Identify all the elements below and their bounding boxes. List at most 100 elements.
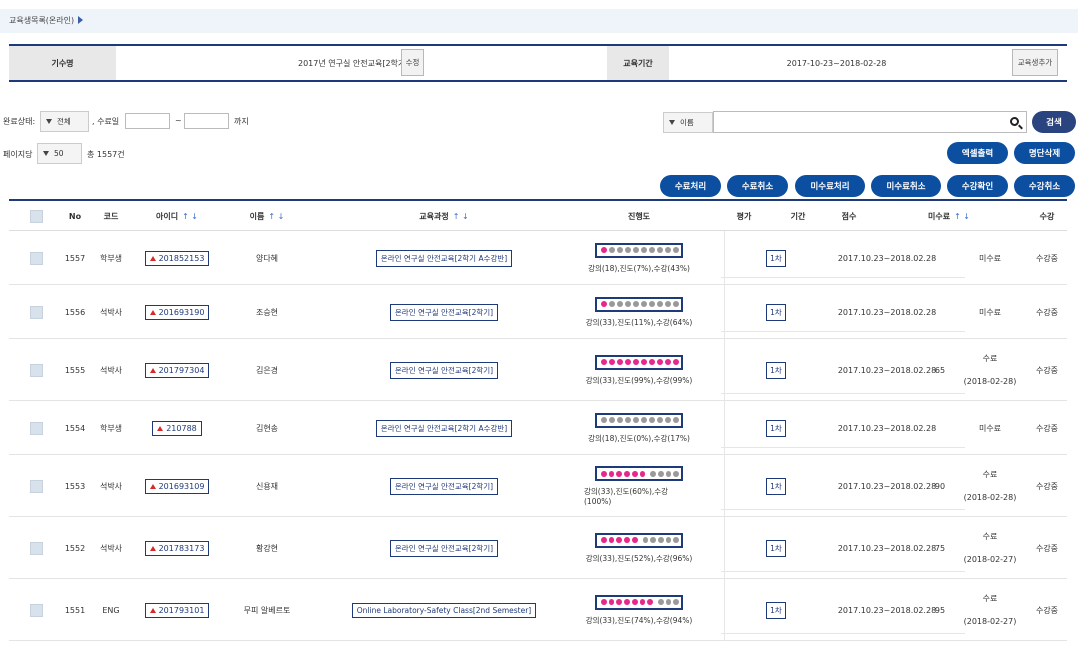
batch-label: 기수명 <box>9 46 116 80</box>
progress-dot <box>601 247 607 253</box>
progress-dot <box>624 537 630 543</box>
enroll-cell: 수강중 <box>1027 579 1067 641</box>
progress-dot <box>639 470 646 477</box>
student-id-link[interactable]: 201783173 <box>144 540 210 556</box>
progress-bar[interactable] <box>595 532 683 548</box>
student-id-link[interactable]: 210788 <box>152 420 202 436</box>
sort-arrows-icon[interactable]: ↑ ↓ <box>268 211 285 221</box>
date-to-input[interactable] <box>184 113 229 129</box>
course-link[interactable]: 온라인 연구실 안전교육[2학기 A수강반] <box>375 249 513 267</box>
header-enroll: 수강 <box>1039 211 1055 221</box>
progress-bar[interactable] <box>595 354 683 370</box>
triangle-up-icon <box>149 607 156 613</box>
search-field-select[interactable]: 이름 <box>663 112 713 133</box>
student-id-link[interactable]: 201797304 <box>144 362 210 378</box>
row-checkbox[interactable] <box>30 603 43 617</box>
course-link[interactable]: 온라인 연구실 안전교육[2학기 A수강반] <box>375 419 513 437</box>
eval-round-button[interactable]: 1차 <box>766 419 786 437</box>
table-row: 1553 석박사 201693109 신용재 온라인 연구실 안전교육[2학기] 강의(3… <box>9 455 1067 517</box>
progress-dot <box>631 537 638 543</box>
row-select-cell <box>9 517 64 579</box>
row-checkbox[interactable] <box>30 541 43 555</box>
select-all-checkbox[interactable] <box>30 209 43 223</box>
period-cell: 2017.10.23~2018.02.28 <box>832 455 942 517</box>
status-cell: 미수료 <box>959 401 1021 455</box>
progress-bar[interactable] <box>595 242 683 258</box>
eval-round-button[interactable]: 1차 <box>766 601 786 619</box>
code-cell: 석박사 <box>97 339 125 401</box>
enroll-cell: 수강중 <box>1027 401 1067 455</box>
progress-bar[interactable] <box>595 412 683 428</box>
header-incomplete[interactable]: 미수료 ↑ ↓ <box>925 201 973 231</box>
header-name[interactable]: 이름 ↑ ↓ <box>238 201 296 231</box>
progress-dot <box>616 599 623 605</box>
course-link[interactable]: 온라인 연구실 안전교육[2학기] <box>389 361 499 379</box>
row-code: 석박사 <box>99 307 123 317</box>
progress-dot <box>657 470 664 477</box>
progress-dot <box>608 470 615 477</box>
course-link[interactable]: Online Laboratory-Safety Class[2nd Semes… <box>351 602 537 618</box>
sort-arrows-icon[interactable]: ↑ ↓ <box>182 211 199 221</box>
name-cell: 양다혜 <box>238 231 296 285</box>
table-row: 1555 석박사 201797304 김은경 온라인 연구실 안전교육[2학기] 강의(3… <box>9 339 1067 401</box>
row-checkbox[interactable] <box>30 479 43 493</box>
progress-dot <box>665 301 671 307</box>
search-icon[interactable] <box>1010 117 1019 126</box>
period-cell: 2017.10.23~2018.02.28 <box>832 285 942 339</box>
progress-dot <box>673 417 679 423</box>
progress-dot <box>673 537 680 543</box>
eval-round-button[interactable]: 1차 <box>766 539 786 557</box>
edit-batch-button[interactable]: 수정 <box>401 49 424 76</box>
student-id-link[interactable]: 201693109 <box>144 478 210 494</box>
eval-round-button[interactable]: 1차 <box>766 361 786 379</box>
header-id[interactable]: 아이디 ↑ ↓ <box>143 201 211 231</box>
progress-bar[interactable] <box>595 594 683 610</box>
row-checkbox[interactable] <box>30 421 43 435</box>
progress-dot <box>631 599 638 605</box>
cancel-complete-button[interactable]: 수료취소 <box>727 175 788 197</box>
cancel-enroll-button[interactable]: 수강취소 <box>1014 175 1075 197</box>
student-id-link[interactable]: 201793101 <box>144 602 210 618</box>
search-input[interactable] <box>713 111 1027 133</box>
score-cell: 95 <box>929 579 951 641</box>
period-text: 2017.10.23~2018.02.28 <box>837 307 937 317</box>
course-link[interactable]: 온라인 연구실 안전교육[2학기] <box>389 303 499 321</box>
cancel-incomplete-button[interactable]: 미수료취소 <box>871 175 941 197</box>
row-code: 학부생 <box>99 253 123 263</box>
course-link[interactable]: 온라인 연구실 안전교육[2학기] <box>389 539 499 557</box>
name-cell: 김현송 <box>238 401 296 455</box>
search-button[interactable]: 검색 <box>1032 111 1076 133</box>
progress-dot <box>617 417 623 423</box>
eval-round-button[interactable]: 1차 <box>766 303 786 321</box>
add-student-button[interactable]: 교육생추가 <box>1012 49 1058 76</box>
complete-button[interactable]: 수료처리 <box>660 175 721 197</box>
progress-bar[interactable] <box>595 296 683 312</box>
eval-round-button[interactable]: 1차 <box>766 477 786 495</box>
per-page-select[interactable]: 50 <box>37 143 82 164</box>
confirm-enroll-button[interactable]: 수강확인 <box>947 175 1008 197</box>
sort-arrows-icon[interactable]: ↑ ↓ <box>954 211 971 221</box>
progress-bar[interactable] <box>595 466 683 481</box>
student-id-link[interactable]: 201852153 <box>144 250 210 266</box>
progress-dot <box>657 247 663 253</box>
eval-round-button[interactable]: 1차 <box>766 249 786 267</box>
status-select[interactable]: 전체 <box>40 111 89 132</box>
incomplete-button[interactable]: 미수료처리 <box>795 175 865 197</box>
student-id-link[interactable]: 201693190 <box>144 304 210 320</box>
course-link[interactable]: 온라인 연구실 안전교육[2학기] <box>389 477 499 495</box>
excel-export-button[interactable]: 엑셀출력 <box>947 142 1008 164</box>
breadcrumb-arrow-icon[interactable] <box>78 16 83 24</box>
status-text: 수료 <box>982 354 998 363</box>
delete-list-button[interactable]: 명단삭제 <box>1014 142 1075 164</box>
header-course[interactable]: 교육과정 ↑ ↓ <box>394 201 494 231</box>
row-checkbox[interactable] <box>30 305 43 319</box>
student-name: 황강현 <box>255 543 279 553</box>
status-cell: 미수료 <box>959 231 1021 285</box>
sort-arrows-icon[interactable]: ↑ ↓ <box>452 211 469 221</box>
row-checkbox[interactable] <box>30 251 43 265</box>
row-checkbox[interactable] <box>30 363 43 377</box>
date-from-input[interactable] <box>125 113 170 129</box>
progress-dot <box>665 247 671 253</box>
row-select-cell <box>9 455 64 517</box>
enroll-cell: 수강중 <box>1027 285 1067 339</box>
